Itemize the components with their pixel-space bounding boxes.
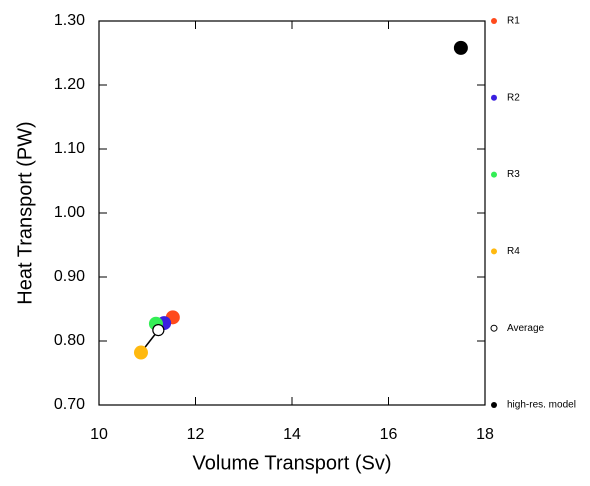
legend-label: R2: [507, 92, 520, 103]
y-tick-label: 0.70: [54, 396, 85, 413]
legend-label: high-res. model: [507, 400, 576, 411]
y-tick-label: 0.80: [54, 332, 85, 349]
x-tick-label: 14: [283, 426, 301, 443]
y-tick-label: 0.90: [54, 268, 85, 285]
legend-label: R3: [507, 169, 520, 180]
legend-marker: [491, 94, 497, 101]
legend-label: Average: [507, 323, 545, 334]
x-axis-label: Volume Transport (Sv): [193, 452, 392, 474]
point: [453, 40, 468, 55]
legend-label: R4: [507, 246, 520, 257]
legend-marker: [491, 18, 497, 24]
point: [152, 324, 165, 337]
y-tick-label: 1.00: [54, 204, 85, 221]
legend-label: R1: [507, 16, 520, 27]
legend-marker: [490, 324, 498, 332]
y-tick-label: 1.20: [54, 76, 85, 93]
x-tick-label: 10: [90, 426, 108, 443]
x-tick-label: 18: [476, 426, 494, 443]
y-axis-label: Heat Transport (PW): [14, 121, 36, 304]
x-tick-label: 16: [380, 426, 398, 443]
point: [133, 345, 148, 360]
plot-frame: [98, 20, 486, 406]
x-tick-label: 12: [187, 426, 205, 443]
legend-marker: [491, 402, 497, 408]
y-tick-label: 1.10: [54, 140, 85, 157]
y-tick-label: 1.30: [54, 12, 85, 29]
legend-marker: [491, 171, 497, 178]
legend-marker: [491, 248, 497, 255]
